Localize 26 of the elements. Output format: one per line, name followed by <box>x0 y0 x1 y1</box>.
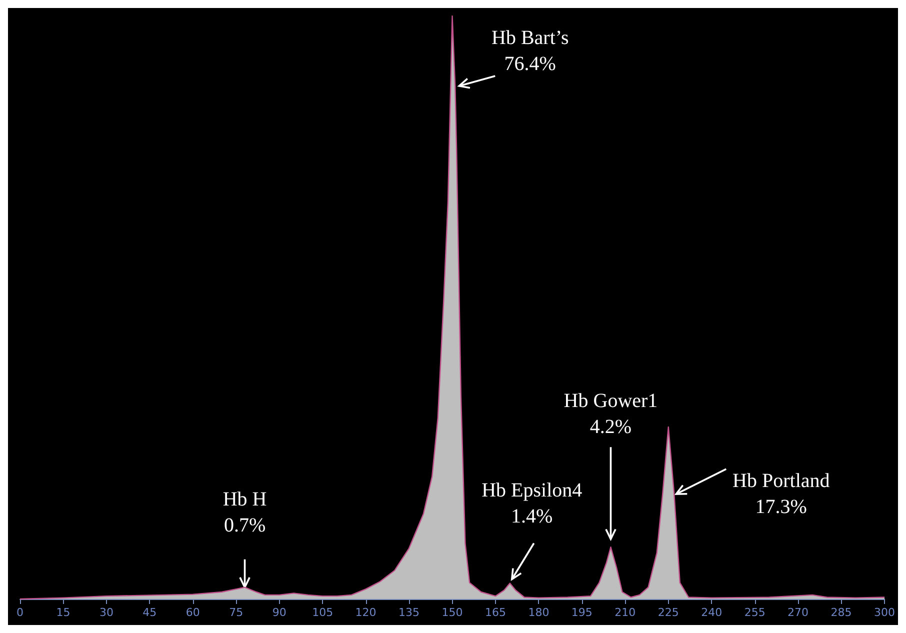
x-tick-label: 135 <box>398 606 420 619</box>
annotation: Hb Portland 17.3% <box>732 470 830 518</box>
x-tick-label: 240 <box>701 606 722 619</box>
x-tick-label: 30 <box>99 606 114 619</box>
x-tick-label: 270 <box>788 606 809 619</box>
annotation: Hb Bart’s 76.4% <box>492 26 569 75</box>
x-tick-label: 75 <box>229 606 244 619</box>
x-tick-label: 285 <box>830 606 852 619</box>
annotation: Hb Epsilon4 1.4% <box>482 479 582 528</box>
x-tick-label: 180 <box>528 606 550 619</box>
x-tick-label: 150 <box>442 606 463 619</box>
x-tick-label: 255 <box>744 606 766 619</box>
x-tick-label: 210 <box>614 606 636 619</box>
x-tick-label: 225 <box>658 606 679 619</box>
x-tick-label: 0 <box>16 606 24 619</box>
x-tick-label: 300 <box>874 606 895 619</box>
x-tick-label: 90 <box>272 606 286 619</box>
annotation: Hb Gower1 4.2% <box>564 390 658 438</box>
x-tick-label: 105 <box>312 606 334 619</box>
x-tick-label: 45 <box>142 606 157 619</box>
annotation: Hb H 0.7% <box>222 488 267 536</box>
x-tick-label: 15 <box>56 606 70 619</box>
x-tick-label: 120 <box>355 606 376 619</box>
x-tick-label: 165 <box>484 606 506 619</box>
x-tick-label: 195 <box>571 606 592 619</box>
x-tick-label: 60 <box>186 606 200 619</box>
